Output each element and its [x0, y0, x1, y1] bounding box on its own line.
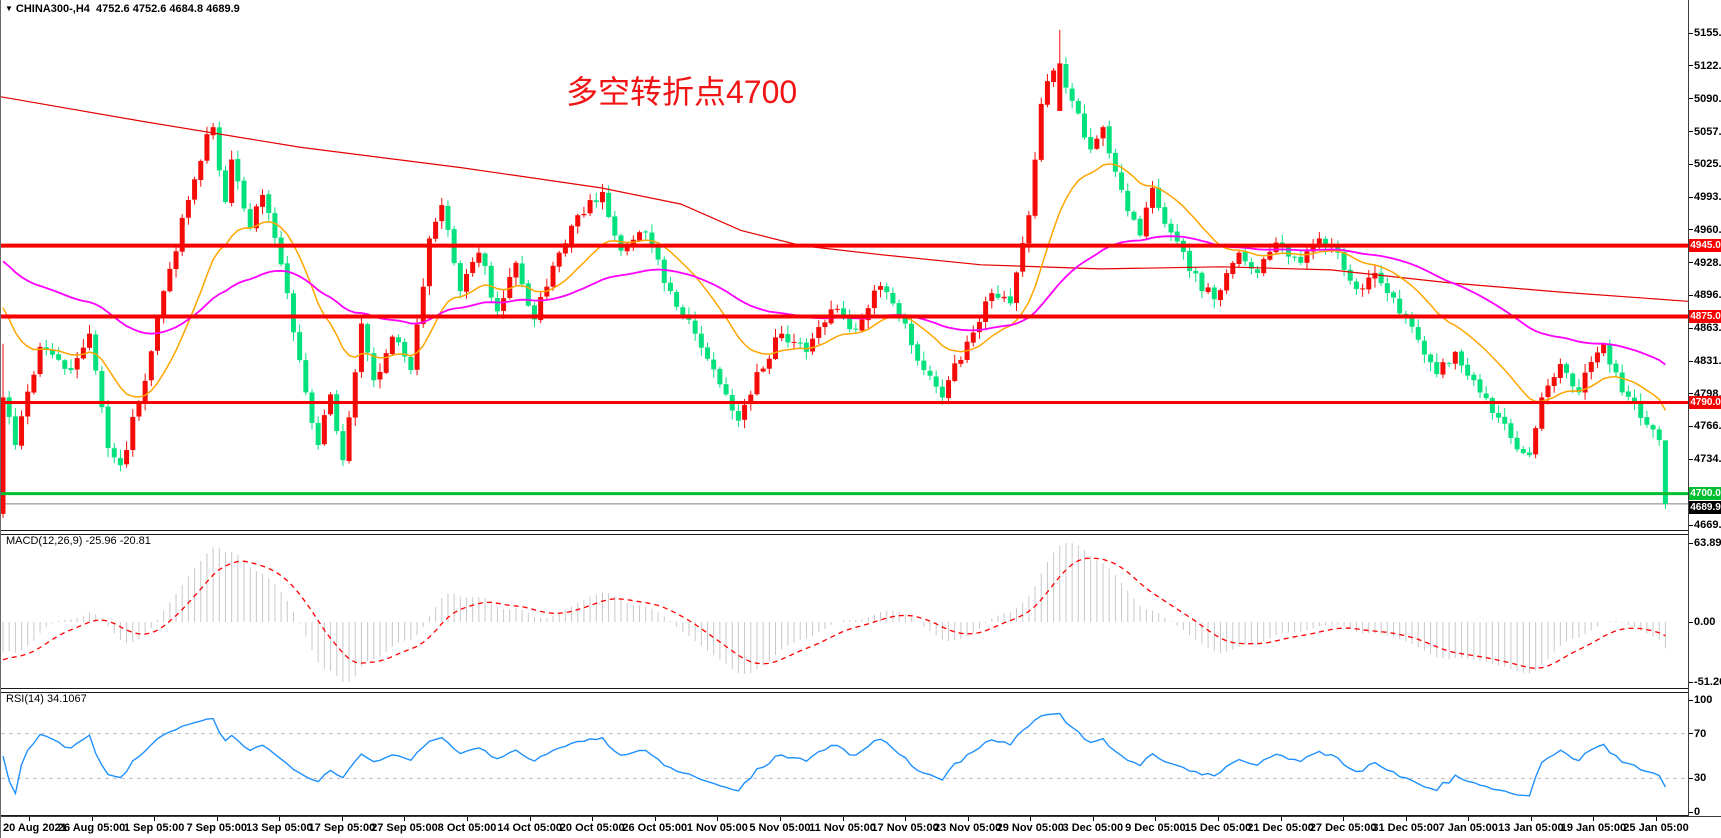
price-axis-tick: 4734.0: [1689, 453, 1721, 465]
price-axis-tick: 4863.5: [1689, 322, 1721, 334]
panel-divider[interactable]: [1, 530, 1688, 535]
time-axis-label: 13 Jan 05:00: [1498, 822, 1564, 834]
symbol-ohlc-line: ▼ CHINA300-,H4 4752.6 4752.6 4684.8 4689.…: [5, 3, 240, 15]
price-axis-tick: 5122.5: [1689, 60, 1721, 72]
time-axis-label: 20 Oct 05:00: [559, 822, 625, 834]
rsi-axis-tick: 30: [1689, 772, 1706, 784]
macd-axis-tick: 0.00: [1689, 616, 1715, 628]
time-axis-tick: [216, 817, 218, 821]
time-axis-tick: [1468, 817, 1470, 821]
time-axis-label: 26 Aug 05:00: [57, 822, 126, 834]
time-axis-tick: [467, 817, 469, 821]
price-axis-tick: 4928.0: [1689, 257, 1721, 269]
time-axis-label: 29 Nov 05:00: [996, 822, 1064, 834]
time-axis-tick: [592, 817, 594, 821]
time-axis-tick: [1343, 817, 1345, 821]
time-axis-tick: [1217, 817, 1219, 821]
price-axis-tick: 5025.5: [1689, 158, 1721, 170]
price-axis-tick: 5090.0: [1689, 93, 1721, 105]
time-axis-tick: [967, 817, 969, 821]
time-axis-label: 14 Oct 05:00: [497, 822, 563, 834]
time-axis-label: 19 Jan 05:00: [1560, 822, 1627, 834]
macd-axis-tick: -51.26: [1689, 676, 1721, 688]
bid-price-box: 4689.9: [1689, 500, 1721, 514]
price-axis-tick: 4896.0: [1689, 289, 1721, 301]
time-axis-label: 17 Sep 05:00: [308, 822, 376, 834]
time-axis-tick: [279, 817, 281, 821]
time-axis-tick: [154, 817, 156, 821]
price-axis-tick: 4831.0: [1689, 355, 1721, 367]
macd-indicator-panel[interactable]: [1, 533, 1688, 688]
time-axis-tick: [717, 817, 719, 821]
time-axis-label: 15 Dec 05:00: [1184, 822, 1252, 834]
time-axis-tick: [1530, 817, 1532, 821]
time-axis-tick: [654, 817, 656, 821]
time-axis-label: 7 Sep 05:00: [186, 822, 247, 834]
price-axis-tick: 4766.5: [1689, 420, 1721, 432]
price-axis-tick: 4960.5: [1689, 224, 1721, 236]
time-axis-label: 21 Dec 05:00: [1247, 822, 1314, 834]
time-axis-tick: [1280, 817, 1282, 821]
price-axis-tick: 5155.0: [1689, 27, 1721, 39]
time-axis-label: 26 Oct 05:00: [622, 822, 688, 834]
rsi-axis-tick: 0: [1689, 806, 1700, 818]
rsi-axis-tick: 70: [1689, 728, 1706, 740]
time-axis-label: 17 Nov 05:00: [871, 822, 939, 834]
time-axis-tick: [1030, 817, 1032, 821]
time-axis-label: 27 Sep 05:00: [371, 822, 438, 834]
ohlc-values: 4752.6 4752.6 4684.8 4689.9: [96, 3, 240, 15]
time-axis-tick: [29, 817, 30, 821]
price-axis[interactable]: 5155.0 5122.5 5090.0 5057.5 5025.5 4993.0 4960…: [1688, 0, 1721, 818]
macd-axis-tick: 63.89: [1689, 537, 1721, 549]
time-axis-tick: [1155, 817, 1157, 821]
time-axis-tick: [91, 817, 93, 821]
time-axis-label: 11 Nov 05:00: [809, 822, 876, 834]
time-axis-label: 8 Oct 05:00: [437, 822, 497, 834]
time-axis-label: 23 Nov 05:00: [934, 822, 1002, 834]
price-axis-tick: 4669.0: [1689, 519, 1721, 531]
time-axis-label: 3 Dec 05:00: [1062, 822, 1124, 834]
time-axis-label: 13 Sep 05:00: [245, 822, 313, 834]
hline-price-box: 4790.0: [1689, 395, 1721, 409]
price-axis-tick: 5057.5: [1689, 126, 1721, 138]
time-axis-tick: [1092, 817, 1094, 821]
chart-text-annotation: 多空转折点4700: [566, 74, 798, 110]
time-axis-label: 7 Jan 05:00: [1438, 822, 1498, 834]
price-axis-tick: 4993.0: [1689, 191, 1721, 203]
time-axis-label: 20 Aug 2021: [3, 822, 67, 834]
time-axis-tick: [905, 817, 907, 821]
hline-price-box: 4875.0: [1689, 309, 1721, 323]
time-axis-tick: [529, 817, 531, 821]
chart-dropdown-icon[interactable]: ▼: [5, 4, 13, 13]
macd-label: MACD(12,26,9) -25.96 -20.81: [6, 535, 151, 547]
time-axis[interactable]: 20 Aug 2021 26 Aug 05:00 1 Sep 05:00 7 Sep …: [1, 816, 1721, 838]
time-axis-label: 27 Dec 05:00: [1309, 822, 1377, 834]
time-axis-tick: [341, 817, 343, 821]
time-axis-tick: [1593, 817, 1595, 821]
hline-price-box: 4700.0: [1689, 487, 1721, 501]
time-axis-label: 25 Jan 05:00: [1623, 822, 1689, 834]
rsi-axis-tick: 100: [1689, 694, 1712, 706]
time-axis-tick: [779, 817, 781, 821]
hline-price-box: 4945.0: [1689, 239, 1721, 253]
time-axis-tick: [1405, 817, 1407, 821]
panel-divider[interactable]: [1, 688, 1688, 693]
time-axis-label: 5 Nov 05:00: [749, 822, 811, 834]
main-price-chart[interactable]: [1, 0, 1688, 530]
rsi-label: RSI(14) 34.1067: [6, 693, 87, 705]
symbol-timeframe-label: CHINA300-,H4: [15, 3, 90, 15]
chart-frame-line: [1, 815, 1688, 816]
time-axis-label: 31 Dec 05:00: [1372, 822, 1440, 834]
rsi-indicator-panel[interactable]: [1, 691, 1688, 815]
time-axis-tick: [404, 817, 406, 821]
time-axis-label: 1 Sep 05:00: [123, 822, 185, 834]
time-axis-label: 9 Dec 05:00: [1125, 822, 1186, 834]
time-axis-label: 1 Nov 05:00: [686, 822, 748, 834]
time-axis-tick: [1656, 817, 1657, 821]
time-axis-tick: [842, 817, 844, 821]
